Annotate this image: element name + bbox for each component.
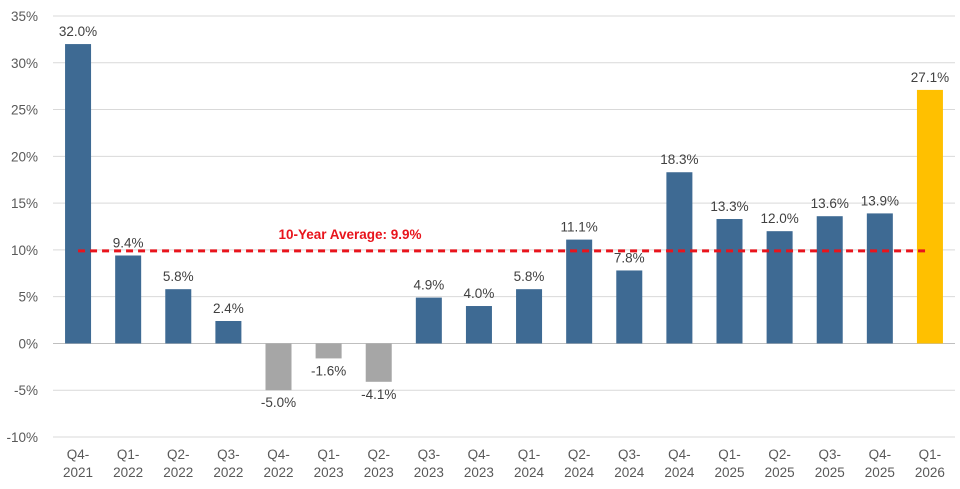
x-tick-label: Q3- bbox=[418, 447, 441, 462]
x-tick-label: Q4- bbox=[67, 447, 90, 462]
data-label: 13.9% bbox=[861, 193, 899, 208]
bar bbox=[716, 219, 743, 344]
bar bbox=[816, 216, 843, 344]
data-label: 7.8% bbox=[614, 250, 645, 265]
average-line-group: 10-Year Average: 9.9% bbox=[78, 227, 930, 253]
data-label: -1.6% bbox=[311, 363, 346, 378]
data-label: 5.8% bbox=[163, 269, 194, 284]
x-tick-label: 2022 bbox=[113, 465, 143, 480]
bar bbox=[516, 289, 543, 344]
y-tick-label: -5% bbox=[14, 383, 38, 398]
y-axis-ticks: 35% 30% 25% 20% 15% 10% 5% 0% -5% -10% bbox=[6, 9, 38, 445]
x-tick-label: 2023 bbox=[414, 465, 444, 480]
bar bbox=[265, 343, 292, 391]
y-tick-label: 25% bbox=[11, 103, 38, 118]
x-tick-label: Q4- bbox=[668, 447, 691, 462]
x-tick-label: 2022 bbox=[163, 465, 193, 480]
x-tick-label: 2022 bbox=[213, 465, 243, 480]
data-labels: 32.0% 9.4% 5.8% 2.4% -5.0% -1.6% -4.1% 4.9% 4.0%… bbox=[59, 24, 949, 410]
data-label: 5.8% bbox=[514, 269, 545, 284]
data-label: 27.1% bbox=[911, 70, 949, 85]
y-tick-label: 15% bbox=[11, 196, 38, 211]
bar bbox=[766, 231, 793, 344]
x-tick-label: 2022 bbox=[263, 465, 293, 480]
x-tick-label: Q4- bbox=[267, 447, 290, 462]
x-tick-label: Q3- bbox=[217, 447, 240, 462]
y-tick-label: -10% bbox=[6, 430, 38, 445]
x-tick-label: Q1- bbox=[518, 447, 541, 462]
bar bbox=[165, 289, 192, 344]
data-label: -5.0% bbox=[261, 395, 296, 410]
bar bbox=[315, 343, 342, 359]
y-tick-label: 20% bbox=[11, 149, 38, 164]
data-label: 18.3% bbox=[660, 152, 698, 167]
data-label: 11.1% bbox=[561, 220, 598, 235]
bar bbox=[566, 239, 593, 344]
x-tick-label: 2025 bbox=[865, 465, 895, 480]
x-tick-label: Q2- bbox=[367, 447, 390, 462]
x-axis-ticks: Q4- 2021 Q1- 2022 Q2- 2022 Q3- 2022 Q4- 2022 Q1- 20… bbox=[63, 447, 945, 480]
bar bbox=[465, 306, 492, 344]
bars bbox=[65, 44, 943, 391]
x-tick-label: 2024 bbox=[564, 465, 595, 480]
x-tick-label: 2024 bbox=[514, 465, 545, 480]
bar bbox=[616, 270, 643, 344]
x-tick-label: 2024 bbox=[614, 465, 645, 480]
bar bbox=[415, 297, 442, 344]
x-tick-label: 2025 bbox=[815, 465, 845, 480]
data-label: 4.0% bbox=[464, 286, 495, 301]
y-tick-label: 35% bbox=[11, 9, 38, 24]
bar bbox=[365, 343, 392, 382]
data-label: -4.1% bbox=[361, 387, 396, 402]
bar bbox=[866, 213, 893, 344]
bar bbox=[65, 44, 92, 344]
data-label: 12.0% bbox=[760, 211, 798, 226]
data-label: 4.9% bbox=[413, 278, 444, 293]
x-tick-label: 2023 bbox=[364, 465, 394, 480]
x-tick-label: Q4- bbox=[869, 447, 892, 462]
x-tick-label: 2024 bbox=[664, 465, 695, 480]
x-tick-label: Q1- bbox=[117, 447, 140, 462]
bar bbox=[666, 172, 693, 344]
x-tick-label: 2023 bbox=[314, 465, 344, 480]
x-tick-label: 2025 bbox=[714, 465, 744, 480]
data-label: 9.4% bbox=[113, 236, 144, 251]
x-tick-label: Q3- bbox=[818, 447, 841, 462]
data-label: 13.3% bbox=[710, 199, 748, 214]
x-tick-label: 2021 bbox=[63, 465, 93, 480]
x-tick-label: Q4- bbox=[468, 447, 491, 462]
y-tick-label: 5% bbox=[18, 290, 38, 305]
x-tick-label: Q1- bbox=[919, 447, 942, 462]
x-tick-label: Q2- bbox=[568, 447, 591, 462]
x-tick-label: Q1- bbox=[718, 447, 741, 462]
x-tick-label: Q1- bbox=[317, 447, 340, 462]
x-tick-label: Q2- bbox=[167, 447, 190, 462]
y-tick-label: 0% bbox=[18, 336, 38, 351]
y-tick-label: 10% bbox=[11, 243, 38, 258]
bar bbox=[916, 89, 943, 344]
bar bbox=[215, 320, 242, 344]
y-tick-label: 30% bbox=[11, 56, 38, 71]
data-label: 2.4% bbox=[213, 301, 244, 316]
bar bbox=[115, 255, 142, 344]
x-tick-label: 2023 bbox=[464, 465, 494, 480]
x-tick-label: Q3- bbox=[618, 447, 641, 462]
x-tick-label: Q2- bbox=[768, 447, 791, 462]
data-label: 32.0% bbox=[59, 24, 97, 39]
x-tick-label: 2025 bbox=[765, 465, 795, 480]
data-label: 13.6% bbox=[811, 196, 849, 211]
x-tick-label: 2026 bbox=[915, 465, 945, 480]
average-line-label: 10-Year Average: 9.9% bbox=[278, 227, 421, 242]
